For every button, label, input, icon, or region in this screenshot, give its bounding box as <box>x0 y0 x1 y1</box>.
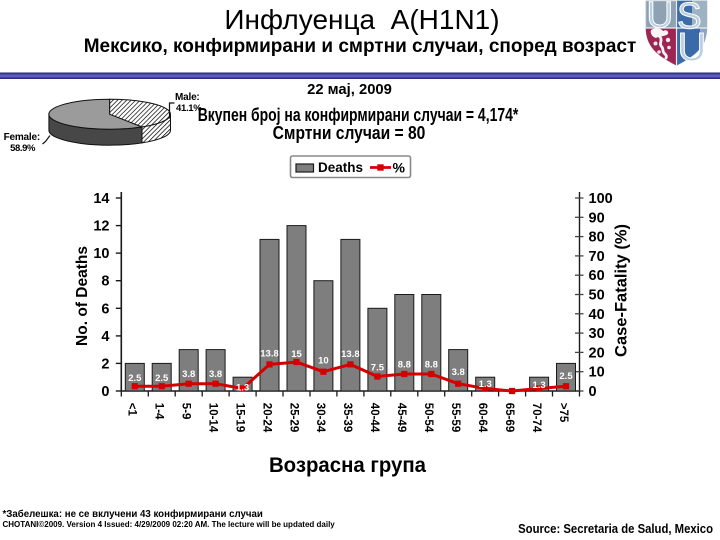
svg-text:20: 20 <box>589 345 605 361</box>
svg-text:60: 60 <box>589 268 605 284</box>
svg-text:12: 12 <box>93 219 109 235</box>
svg-text:70-74: 70-74 <box>530 403 542 433</box>
svg-text:U: U <box>647 0 674 36</box>
svg-text:15: 15 <box>291 349 302 360</box>
svg-text:50: 50 <box>589 288 605 304</box>
svg-text:3.8: 3.8 <box>209 369 222 380</box>
svg-text:1.3: 1.3 <box>532 380 545 391</box>
svg-text:30-34: 30-34 <box>314 403 326 433</box>
svg-text:2.5: 2.5 <box>559 371 573 382</box>
svg-text:55-59: 55-59 <box>449 403 461 432</box>
svg-text:40-44: 40-44 <box>368 403 380 433</box>
svg-text:65-69: 65-69 <box>503 403 515 432</box>
svg-text:80: 80 <box>589 230 605 246</box>
svg-text:0: 0 <box>101 384 109 400</box>
svg-text:5-9: 5-9 <box>180 403 192 420</box>
svg-text:1.3: 1.3 <box>236 382 249 393</box>
svg-text:14: 14 <box>93 191 109 207</box>
svg-text:50-54: 50-54 <box>422 403 434 433</box>
svg-text:3.8: 3.8 <box>182 369 195 380</box>
svg-text:60-64: 60-64 <box>476 403 488 433</box>
svg-text:10: 10 <box>93 246 109 262</box>
svg-text:15-19: 15-19 <box>233 403 245 432</box>
svg-text:30: 30 <box>589 326 605 342</box>
svg-text:8: 8 <box>101 274 109 290</box>
svg-text:45-49: 45-49 <box>395 403 407 432</box>
svg-text:10: 10 <box>318 355 329 366</box>
svg-text:40: 40 <box>589 307 605 323</box>
svg-text:0: 0 <box>589 384 597 400</box>
svg-text:<1: <1 <box>126 403 138 417</box>
svg-text:8.8: 8.8 <box>425 359 438 370</box>
svg-text:Deaths: Deaths <box>318 160 363 175</box>
svg-text:7.5: 7.5 <box>371 362 385 373</box>
svg-text:Case-Fatality (%): Case-Fatality (%) <box>613 224 631 357</box>
svg-text:35-39: 35-39 <box>341 403 353 432</box>
svg-text:13.8: 13.8 <box>341 349 360 360</box>
svg-text:2: 2 <box>101 356 109 372</box>
svg-text:13.8: 13.8 <box>260 348 279 359</box>
svg-text:2.5: 2.5 <box>128 373 142 384</box>
svg-text:6: 6 <box>101 301 109 317</box>
svg-text:2.5: 2.5 <box>155 373 169 384</box>
svg-text:No. of Deaths: No. of Deaths <box>74 246 91 346</box>
svg-text:100: 100 <box>589 191 613 207</box>
svg-text:90: 90 <box>589 210 605 226</box>
svg-text:3.8: 3.8 <box>452 367 465 378</box>
svg-text:20-24: 20-24 <box>260 403 272 433</box>
svg-text:25-29: 25-29 <box>287 403 299 432</box>
svg-text:70: 70 <box>589 249 605 265</box>
svg-text:1.3: 1.3 <box>479 379 492 390</box>
svg-text:8.8: 8.8 <box>398 359 411 370</box>
svg-text:10-14: 10-14 <box>206 403 218 433</box>
svg-text:10: 10 <box>589 365 605 381</box>
svg-text:S: S <box>677 0 702 37</box>
svg-text:U: U <box>678 26 707 70</box>
svg-text:4: 4 <box>101 329 109 345</box>
svg-text:>75: >75 <box>557 403 569 423</box>
svg-text:1-4: 1-4 <box>153 403 165 420</box>
svg-text:%: % <box>393 160 406 176</box>
